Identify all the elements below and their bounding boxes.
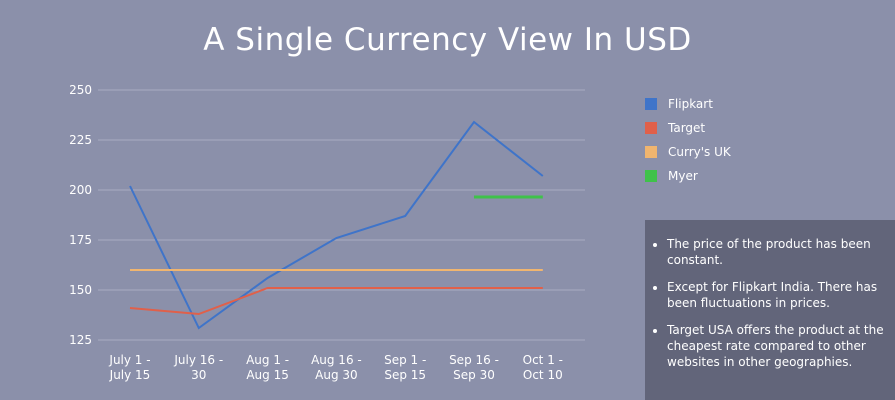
note-item: The price of the product has been consta… [667, 236, 885, 268]
x-tick-label: Aug 30 [315, 368, 358, 382]
legend-item: Myer [645, 164, 731, 188]
x-tick-label: Aug 1 - [246, 353, 289, 367]
note-item: Target USA offers the product at the che… [667, 322, 885, 370]
legend-swatch [645, 98, 657, 110]
y-tick-label: 175 [69, 233, 92, 247]
y-tick-label: 225 [69, 133, 92, 147]
legend-label: Myer [668, 169, 698, 183]
x-tick-label: July 1 - [108, 353, 150, 367]
legend-swatch [645, 122, 657, 134]
legend-label: Flipkart [668, 97, 713, 111]
line-chart: 125 150 175 200 225 250 July 1 -July 15 July 16… [69, 83, 585, 382]
y-tick-label: 150 [69, 283, 92, 297]
series-line-flipkart [129, 120, 544, 330]
y-tick-label: 125 [69, 333, 92, 347]
legend-item: Curry's UK [645, 140, 731, 164]
notes-panel: The price of the product has been consta… [645, 220, 895, 400]
y-tick-label: 250 [69, 83, 92, 97]
legend-label: Target [668, 121, 706, 135]
x-tick-label: Oct 1 - [523, 353, 563, 367]
legend-swatch [645, 170, 657, 182]
note-item: Except for Flipkart India. There has bee… [667, 279, 885, 311]
legend-item: Target [645, 116, 731, 140]
legend-label: Curry's UK [668, 145, 731, 159]
x-tick-label: Sep 1 - [384, 353, 426, 367]
y-tick-label: 200 [69, 183, 92, 197]
x-tick-label: Sep 15 [384, 368, 426, 382]
legend-item: Flipkart [645, 92, 731, 116]
x-tick-label: July 16 - [173, 353, 223, 367]
x-tick-label: Aug 15 [246, 368, 289, 382]
series-line-target [129, 287, 543, 316]
x-tick-label: July 15 [109, 368, 151, 382]
x-tick-label: 30 [191, 368, 206, 382]
x-tick-label: Sep 30 [453, 368, 495, 382]
legend-swatch [645, 146, 657, 158]
x-tick-label: Oct 10 [523, 368, 563, 382]
chart-title: A Single Currency View In USD [203, 22, 692, 58]
legend: Flipkart Target Curry's UK Myer [645, 92, 731, 188]
x-tick-label: Aug 16 - [311, 353, 362, 367]
x-tick-label: Sep 16 - [449, 353, 499, 367]
